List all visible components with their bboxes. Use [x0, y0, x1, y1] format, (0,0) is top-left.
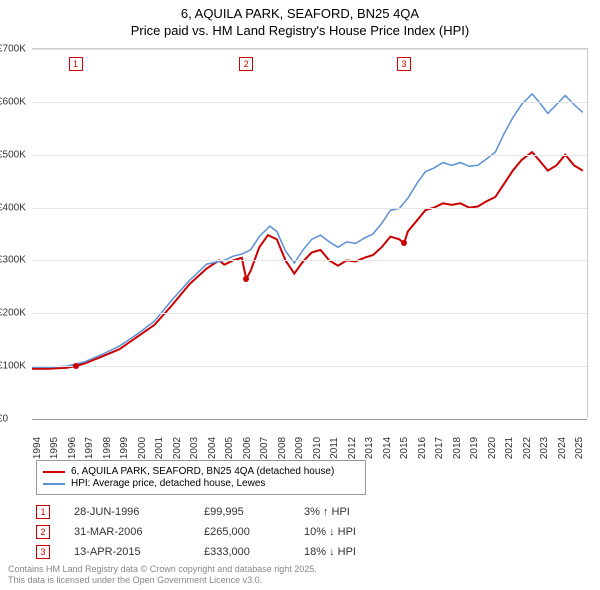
y-tick-label: £200K [0, 308, 37, 319]
x-tick-label: 1994 [32, 437, 43, 459]
x-tick-label: 2000 [137, 437, 148, 459]
x-tick-label: 2010 [312, 437, 323, 459]
y-tick-label: £300K [0, 255, 37, 266]
x-tick-label: 2017 [434, 437, 445, 459]
sale-marker-box: 3 [397, 57, 411, 71]
x-tick-label: 2003 [189, 437, 200, 459]
sale-pct-vs-hpi: 18% ↓ HPI [304, 546, 414, 558]
x-axis: 1994 1995 1996 1997 1998 1999 2000 2001 2002 2003… [32, 418, 588, 458]
x-tick-label: 2006 [242, 437, 253, 459]
chart-title-block: 6, AQUILA PARK, SEAFORD, BN25 4QA Price … [0, 0, 600, 40]
x-tick-label: 1998 [102, 437, 113, 459]
sale-marker-dot [401, 240, 407, 246]
sale-price: £265,000 [204, 526, 304, 538]
gridline [32, 208, 587, 209]
y-tick-label: £400K [0, 202, 37, 213]
x-tick-label: 2019 [469, 437, 480, 459]
sale-marker-dot [243, 276, 249, 282]
sale-row-marker: 1 [36, 505, 50, 519]
x-tick-label: 2021 [504, 437, 515, 459]
x-tick-label: 1999 [119, 437, 130, 459]
sales-row: 1 28-JUN-1996£99,9953% ↑ HPI [36, 502, 414, 522]
x-tick-label: 2025 [574, 437, 585, 459]
sale-pct-vs-hpi: 10% ↓ HPI [304, 526, 414, 538]
x-tick-label: 2015 [399, 437, 410, 459]
gridline [32, 155, 587, 156]
x-tick-label: 2014 [382, 437, 393, 459]
x-tick-label: 2008 [277, 437, 288, 459]
gridline [32, 49, 587, 50]
sale-price: £99,995 [204, 506, 304, 518]
title-line-2: Price paid vs. HM Land Registry's House … [0, 23, 600, 38]
sales-table: 1 28-JUN-1996£99,9953% ↑ HPI 2 31-MAR-2006£… [36, 502, 414, 562]
sales-row: 2 31-MAR-2006£265,00010% ↓ HPI [36, 522, 414, 542]
x-tick-label: 2022 [522, 437, 533, 459]
legend-label: 6, AQUILA PARK, SEAFORD, BN25 4QA (detac… [71, 466, 334, 477]
sale-row-marker: 3 [36, 545, 50, 559]
x-tick-label: 1997 [84, 437, 95, 459]
chart-plot-area: £0£100K£200K£300K£400K£500K£600K£700K123 [32, 48, 588, 418]
arrow-icon: ↑ [323, 506, 329, 518]
attribution-footer: Contains HM Land Registry data © Crown c… [8, 564, 317, 587]
x-tick-label: 2009 [294, 437, 305, 459]
sale-date: 31-MAR-2006 [74, 526, 204, 538]
legend-row: HPI: Average price, detached house, Lewe… [43, 478, 359, 489]
x-tick-label: 1995 [49, 437, 60, 459]
gridline [32, 102, 587, 103]
gridline [32, 260, 587, 261]
y-tick-label: £500K [0, 149, 37, 160]
footer-line-1: Contains HM Land Registry data © Crown c… [8, 564, 317, 575]
legend-swatch [43, 483, 65, 485]
x-tick-label: 2016 [417, 437, 428, 459]
x-tick-label: 2020 [487, 437, 498, 459]
x-tick-label: 2024 [557, 437, 568, 459]
arrow-icon: ↓ [329, 526, 335, 538]
x-tick-label: 2001 [154, 437, 165, 459]
x-tick-label: 2004 [207, 437, 218, 459]
x-tick-label: 2018 [452, 437, 463, 459]
x-tick-label: 2011 [329, 437, 340, 459]
legend-swatch [43, 471, 65, 473]
gridline [32, 313, 587, 314]
y-tick-label: £600K [0, 96, 37, 107]
y-tick-label: £700K [0, 44, 37, 55]
x-tick-label: 1996 [67, 437, 78, 459]
x-tick-label: 2007 [259, 437, 270, 459]
sale-date: 28-JUN-1996 [74, 506, 204, 518]
footer-line-2: This data is licensed under the Open Gov… [8, 575, 317, 586]
sale-marker-dot [73, 363, 79, 369]
x-tick-label: 2012 [347, 437, 358, 459]
x-tick-label: 2013 [364, 437, 375, 459]
arrow-icon: ↓ [329, 546, 335, 558]
gridline [32, 366, 587, 367]
sale-marker-box: 1 [69, 57, 83, 71]
sale-price: £333,000 [204, 546, 304, 558]
chart-svg [32, 49, 588, 419]
title-line-1: 6, AQUILA PARK, SEAFORD, BN25 4QA [0, 6, 600, 21]
legend-row: 6, AQUILA PARK, SEAFORD, BN25 4QA (detac… [43, 466, 359, 477]
sales-row: 3 13-APR-2015£333,00018% ↓ HPI [36, 542, 414, 562]
legend: 6, AQUILA PARK, SEAFORD, BN25 4QA (detac… [36, 460, 366, 495]
sale-row-marker: 2 [36, 525, 50, 539]
x-tick-label: 2002 [172, 437, 183, 459]
sale-date: 13-APR-2015 [74, 546, 204, 558]
legend-label: HPI: Average price, detached house, Lewe… [71, 478, 265, 489]
x-tick-label: 2005 [224, 437, 235, 459]
sale-marker-box: 2 [239, 57, 253, 71]
y-tick-label: £100K [0, 361, 37, 372]
series-hpi [32, 94, 583, 367]
sale-pct-vs-hpi: 3% ↑ HPI [304, 506, 414, 518]
x-tick-label: 2023 [539, 437, 550, 459]
